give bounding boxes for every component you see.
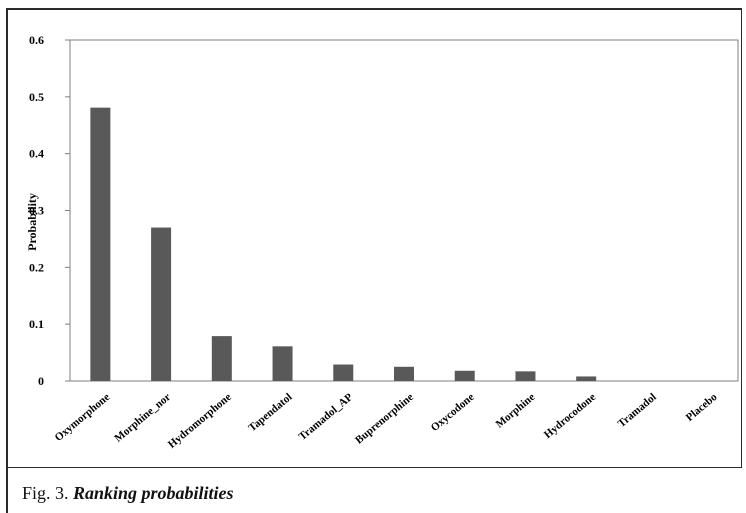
x-tick-label: Morphine_nor (112, 391, 173, 445)
bar-hydrocodone (576, 376, 597, 381)
y-tick-label: 0 (38, 374, 44, 388)
bar-hydromorphone (211, 336, 232, 381)
bar-buprenorphine (394, 366, 414, 381)
bar-tramadol-ap (333, 364, 354, 381)
x-tick-label: Tapendatol (246, 391, 294, 434)
bar-morphine-nor (151, 227, 172, 381)
bar-chart: 0 0.1 0.2 0.3 0.4 0.5 0.6 Oxymorphone Morphine_… (25, 33, 739, 451)
figure-frame (6, 8, 742, 468)
x-tick-label: Tramadol_AP (297, 391, 356, 443)
bar-oxymorphone (90, 107, 111, 382)
x-tick-label: Hydromorphone (166, 391, 234, 451)
caption-label: Fig. 3. (22, 483, 69, 503)
x-tick-label: Hydrocodone (542, 391, 598, 441)
y-tick-label: 0.5 (29, 90, 44, 104)
x-tick-label: Morphine (494, 391, 538, 431)
bars (90, 107, 597, 382)
y-axis-title: Probability (25, 193, 39, 251)
bar-tapendatol (272, 346, 293, 381)
y-tick-label: 0.2 (29, 260, 44, 274)
y-tick-label: 0.4 (29, 147, 44, 161)
x-tick-label: Tramadol (616, 391, 659, 430)
caption-frame-edge (6, 468, 8, 513)
y-tick-label: 0.3 (29, 204, 44, 218)
bar-oxycodone (454, 370, 475, 381)
x-tick-label: Placebo (684, 391, 720, 424)
x-tick-label: Oxycodone (429, 391, 477, 434)
y-axis: 0 0.1 0.2 0.3 0.4 0.5 0.6 (29, 33, 739, 388)
y-tick-label: 0.1 (29, 317, 44, 331)
x-tick-label: Buprenorphine (353, 391, 416, 447)
y-tick-label: 0.6 (29, 33, 44, 47)
x-tick-label: Oxymorphone (53, 391, 113, 444)
caption-text: Ranking probabilities (73, 483, 234, 503)
figure-caption: Fig. 3. Ranking probabilities (22, 483, 234, 504)
bar-morphine (515, 371, 536, 381)
